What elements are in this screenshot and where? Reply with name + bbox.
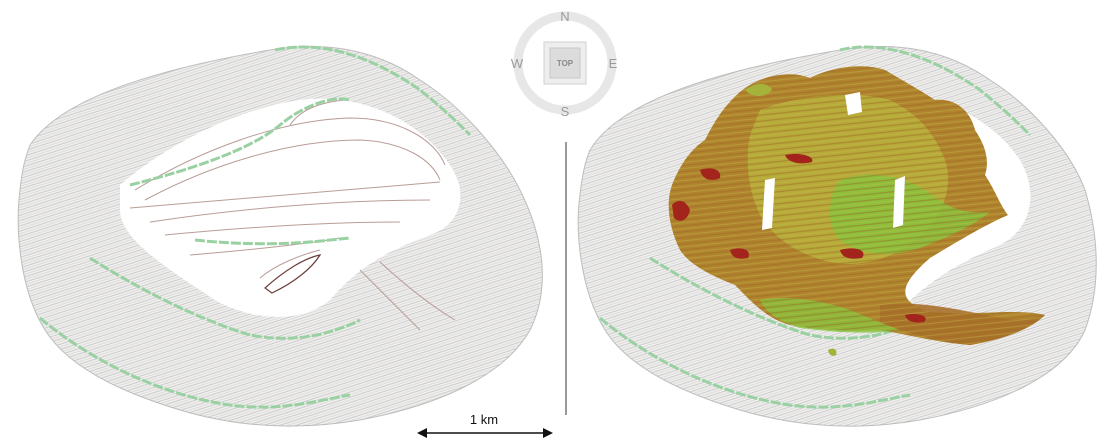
compass-west-label: W [511,56,524,71]
left-pit-map [17,45,543,427]
top-view-label: TOP [557,59,574,68]
compass-north-label: N [560,9,569,24]
compass-south-label: S [561,104,570,119]
surface-white-gaps [762,92,905,230]
scale-bar-left-arrow [417,428,427,438]
compass-widget[interactable]: N S E W TOP [511,9,618,119]
surface-red-patches [672,153,926,323]
surface-outlier-patches [745,84,837,356]
surface-texture [668,66,1045,345]
compass-east-label: E [609,56,618,71]
left-contour-lines [129,99,456,331]
right-pit-map [577,45,1097,427]
survey-surface [668,66,1045,356]
top-view-button[interactable]: TOP [543,41,587,85]
scale-bar-label: 1 km [470,412,498,427]
scale-bar: 1 km [417,412,553,438]
left-inner-loop [264,254,322,294]
left-haul-road [39,45,472,409]
compass-ring[interactable] [513,11,617,115]
scale-bar-right-arrow [543,428,553,438]
